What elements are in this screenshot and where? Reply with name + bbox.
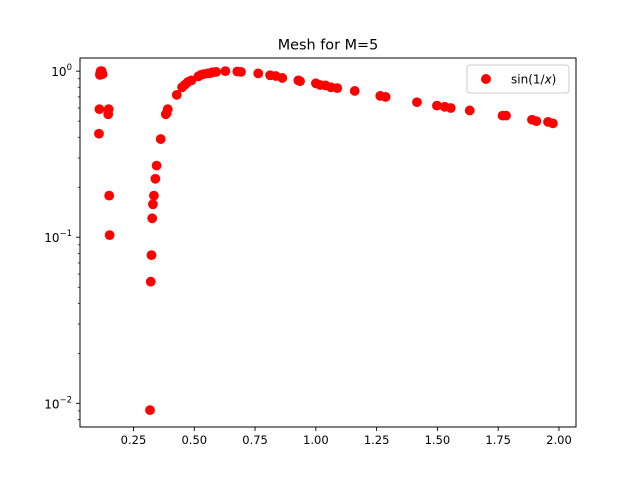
y-axis: 100 10−1 10−2 [44,63,80,420]
legend-label-prefix: sin(1/ [511,73,546,87]
legend-marker [481,74,491,84]
legend: sin(1/x) [466,64,570,94]
data-point [151,160,162,171]
x-tick-label: 0.25 [121,433,147,447]
data-points [94,66,558,416]
data-point [104,190,115,201]
data-point [97,69,108,79]
plot-area-frame [79,57,577,428]
x-tick-label: 1.00 [303,433,329,447]
x-tick-label: 2.00 [546,433,572,447]
legend-label: sin(1/x) [511,73,556,87]
data-point [220,66,231,77]
data-point [145,405,155,416]
data-point [211,66,222,77]
data-point [253,68,264,79]
data-point [295,76,305,87]
data-point [155,134,166,144]
data-point [349,86,360,96]
data-point [104,230,115,241]
data-point [432,100,442,111]
data-point [277,73,288,83]
chart-title: Mesh for M=5 [278,38,378,54]
y-tick-label: 100 [51,63,72,79]
legend-label-variable: x [544,73,553,87]
data-point [148,199,158,210]
data-point [94,104,105,115]
data-point [171,89,182,100]
data-point [332,83,343,94]
x-axis: 0.25 0.50 0.75 1.00 1.25 1.50 1.75 2.00 [121,427,572,447]
data-point [380,91,391,102]
x-tick-label: 1.25 [364,433,390,447]
data-point [501,110,511,121]
legend-label-suffix: ) [552,73,557,87]
data-point [412,97,422,108]
y-tick-label: 10−2 [44,395,72,411]
data-point [103,104,114,115]
data-point [236,66,246,77]
legend-box [466,64,570,94]
data-point [94,128,104,139]
x-tick-label: 0.50 [181,433,207,447]
x-tick-label: 1.50 [425,433,451,447]
data-point [464,105,475,116]
data-point [146,250,157,261]
data-point [531,116,542,127]
data-point [147,213,158,224]
x-tick-label: 0.75 [242,433,268,447]
y-tick-label: 10−1 [44,229,72,245]
data-point [150,173,161,184]
x-tick-label: 1.75 [485,433,511,447]
data-point [145,276,156,287]
data-point [162,104,173,115]
data-point [445,103,456,113]
data-point [149,190,159,201]
data-point [548,118,558,129]
